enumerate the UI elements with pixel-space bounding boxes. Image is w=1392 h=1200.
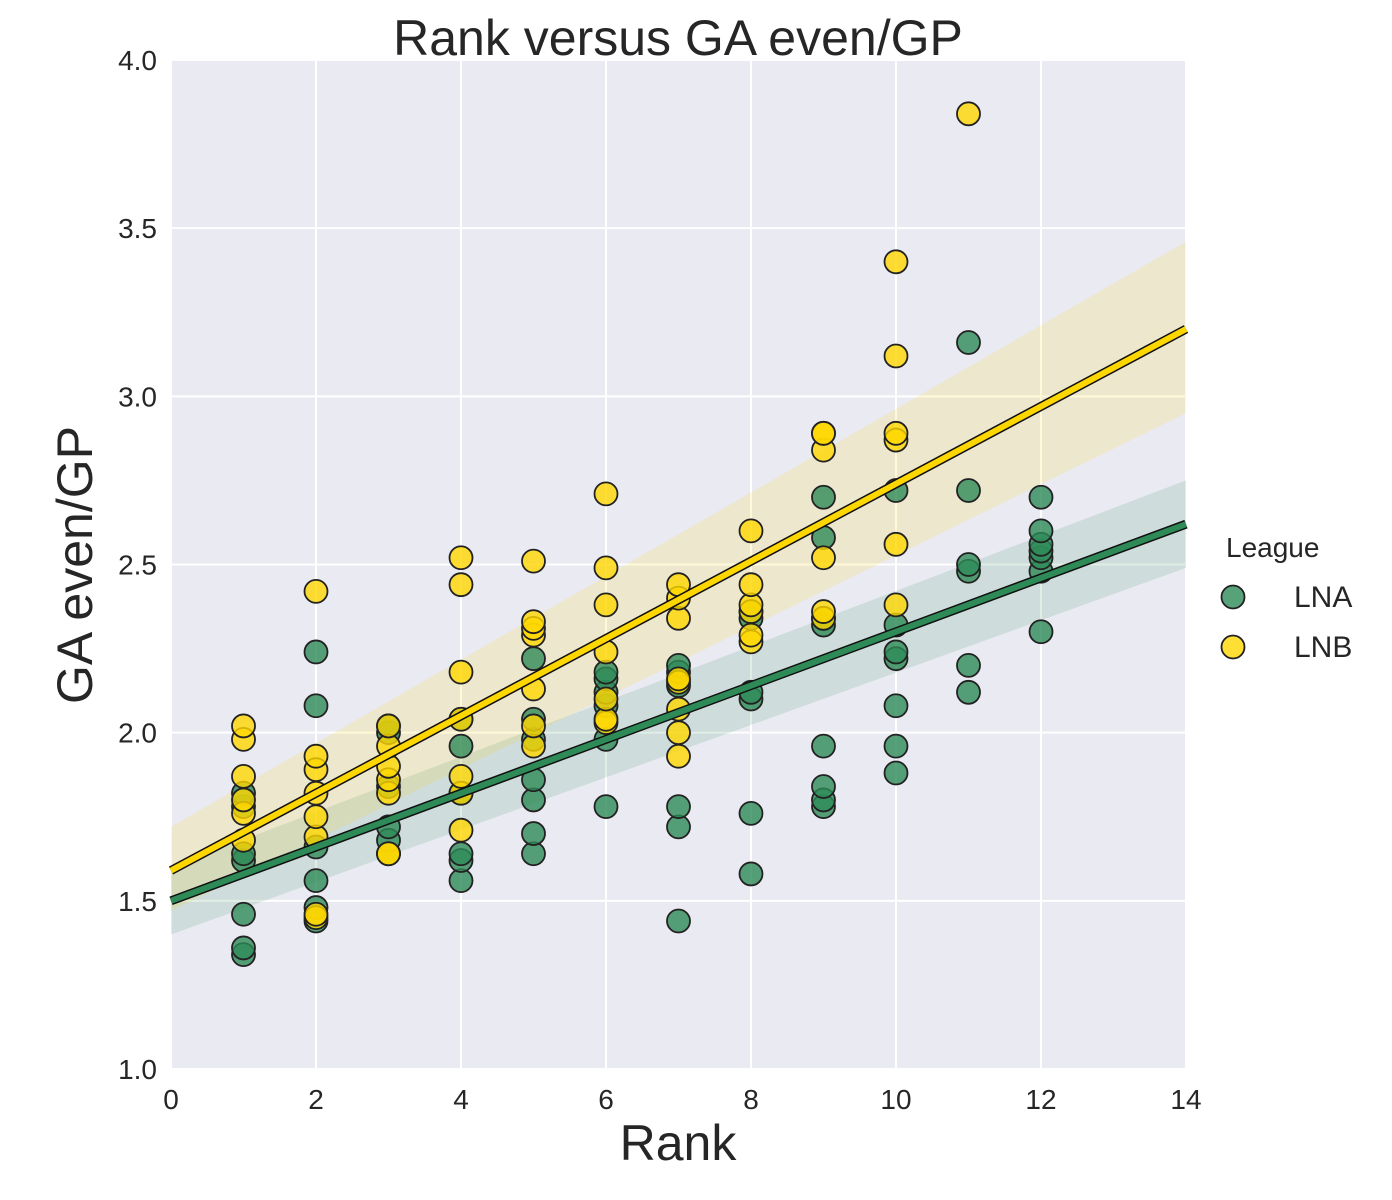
y-tick-label: 1.0 [118, 1054, 157, 1085]
point-lnb [303, 901, 329, 927]
legend-marker-lnb [1220, 634, 1246, 660]
x-tick-label: 2 [308, 1084, 324, 1115]
point-lnb [448, 572, 474, 598]
fit-line-lnb [169, 326, 1188, 874]
y-tick-label: 3.0 [118, 381, 157, 412]
point-lna [883, 693, 909, 719]
point-lnb [231, 763, 256, 789]
x-tick-label: 6 [598, 1084, 614, 1115]
point-lna [231, 901, 256, 927]
fit-line-lna [169, 521, 1188, 904]
point-lnb [521, 548, 546, 574]
point-lnb [738, 518, 764, 544]
x-tick-label: 0 [163, 1084, 179, 1115]
x-tick-label: 4 [453, 1084, 469, 1115]
legend-title: League [1226, 532, 1319, 563]
point-lnb [883, 249, 909, 275]
y-tick-labels: 1.0 1.5 2.0 2.5 3.0 3.5 4.0 [118, 45, 157, 1085]
point-lna [448, 841, 474, 867]
point-lna [303, 868, 329, 894]
point-lna [521, 646, 546, 672]
point-lna [956, 679, 981, 705]
legend: League LNA LNB [1220, 532, 1352, 664]
point-lnb [956, 101, 981, 127]
regression-lines [168, 325, 1189, 906]
y-tick-label: 4.0 [118, 45, 157, 76]
y-axis-label: GA even/GP [47, 426, 103, 704]
point-lna [956, 552, 981, 577]
point-lna [666, 908, 691, 934]
point-lnb [231, 787, 256, 813]
x-tick-label: 10 [880, 1084, 911, 1115]
point-lnb [231, 713, 256, 739]
point-lna [303, 693, 329, 719]
x-tick-label: 8 [743, 1084, 759, 1115]
point-lnb [666, 666, 691, 692]
point-lna [1028, 619, 1054, 645]
point-lnb [811, 420, 836, 446]
point-lna [593, 794, 619, 820]
point-lnb [376, 713, 401, 739]
point-lnb [593, 686, 619, 712]
point-lna [883, 760, 909, 786]
point-lnb [883, 420, 909, 446]
point-lnb [593, 481, 619, 507]
point-lnb [738, 572, 764, 598]
legend-label-lnb: LNB [1294, 631, 1352, 664]
point-lna [1028, 484, 1054, 510]
point-lnb [303, 804, 329, 830]
point-lnb [448, 817, 474, 843]
point-lnb [883, 592, 909, 618]
point-lnb [883, 531, 909, 557]
point-lnb [593, 555, 619, 581]
x-axis-label: Rank [620, 1115, 738, 1171]
point-lna [521, 821, 546, 846]
point-lnb [593, 592, 619, 618]
point-lna [956, 653, 981, 678]
y-tick-label: 3.5 [118, 213, 157, 244]
point-lnb [738, 622, 764, 648]
x-tick-label: 14 [1170, 1084, 1201, 1115]
y-tick-label: 2.5 [118, 550, 157, 581]
point-lnb [811, 545, 836, 571]
point-lnb [666, 720, 691, 746]
point-lna [956, 330, 981, 355]
point-lna [956, 478, 981, 503]
x-tick-label: 12 [1025, 1084, 1056, 1115]
point-lna [1028, 518, 1054, 544]
point-lna [811, 733, 836, 759]
point-lnb [303, 743, 329, 769]
point-lna [738, 861, 764, 887]
point-lna [883, 639, 909, 665]
point-lnb [303, 579, 329, 604]
point-lna [231, 935, 256, 961]
point-lna [303, 639, 329, 665]
y-tick-label: 2.0 [118, 718, 157, 749]
point-lnb [521, 609, 546, 635]
y-tick-label: 1.5 [118, 886, 157, 917]
point-lnb [448, 545, 474, 571]
point-lna [666, 794, 691, 820]
point-lna [883, 733, 909, 759]
legend-label-lna: LNA [1294, 581, 1352, 614]
x-tick-labels: 0 2 4 6 8 10 12 14 [163, 1084, 1201, 1115]
chart-title: Rank versus GA even/GP [393, 10, 963, 66]
legend-marker-lna [1220, 584, 1246, 610]
point-lnb [448, 659, 474, 685]
point-lnb [448, 763, 474, 789]
point-lna [738, 800, 764, 826]
point-lnb [811, 599, 836, 624]
point-lna [448, 733, 474, 759]
point-lna [811, 774, 836, 799]
point-lnb [666, 743, 691, 769]
point-lnb [883, 343, 909, 369]
point-lna [811, 484, 836, 510]
point-lnb [376, 841, 401, 867]
point-lnb [521, 713, 546, 739]
